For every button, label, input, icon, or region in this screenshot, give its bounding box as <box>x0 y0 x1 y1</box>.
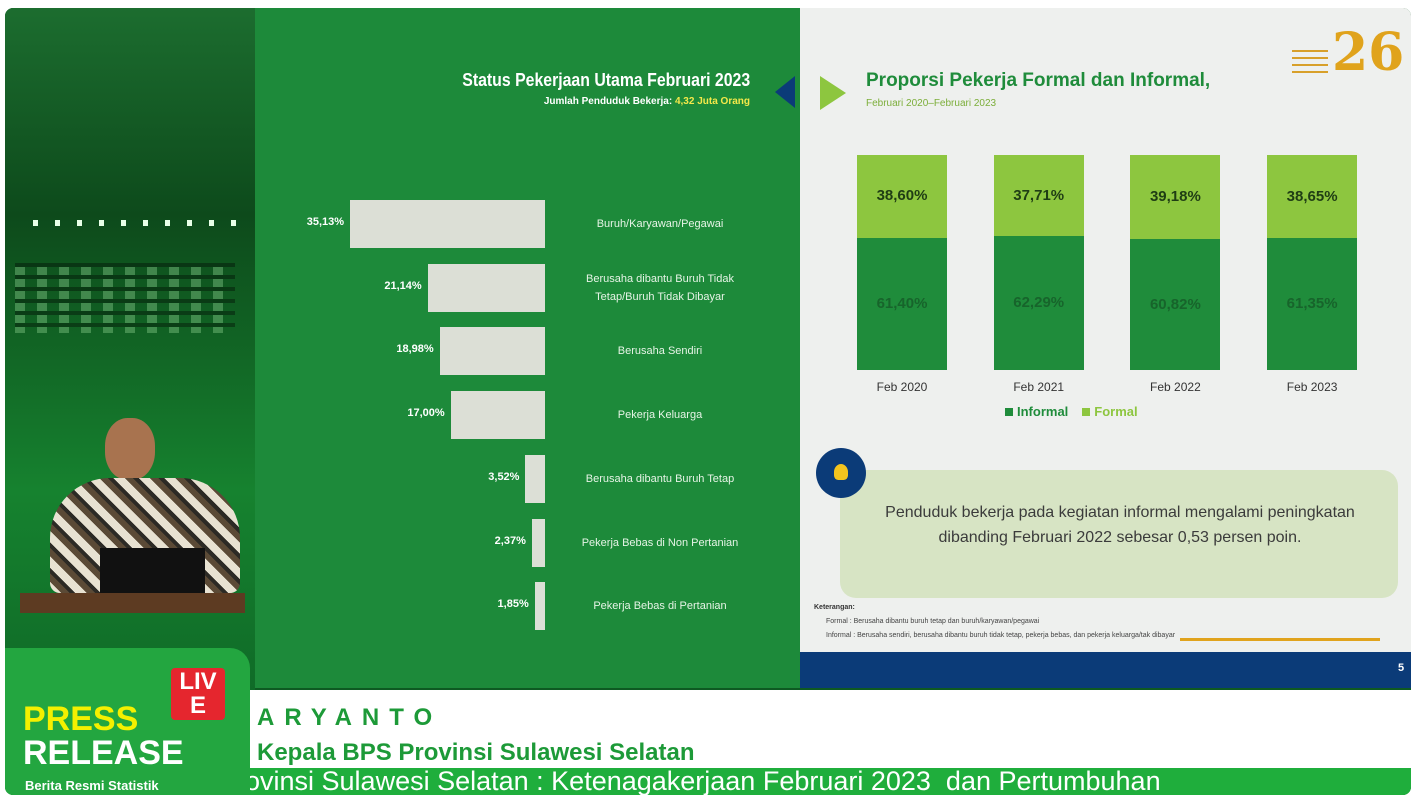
release-text: RELEASE <box>23 734 184 772</box>
legend-swatch <box>1082 407 1091 416</box>
slide-left: Status Pekerjaan Utama Februari 2023 Jum… <box>255 8 800 688</box>
value-label: 17,00% <box>407 407 445 420</box>
legend: Informal Formal <box>1005 404 1138 419</box>
value-label: 18,98% <box>396 343 434 356</box>
legend-label: Formal <box>1094 404 1138 419</box>
speaker-title: Kepala BPS Provinsi Sulawesi Selatan <box>257 739 695 766</box>
chart-subtitle: Februari 2020–Februari 2023 <box>866 98 997 109</box>
value-label: 21,14% <box>384 279 422 292</box>
keterangan-item: Formal : Berusaha dibantu buruh tetap da… <box>826 618 1040 625</box>
bar <box>350 200 545 248</box>
laptop <box>100 548 205 596</box>
category-label: Berusaha dibantu Buruh Tetap <box>585 472 735 485</box>
bar-segment <box>993 236 1084 370</box>
value-label: 61,35% <box>1286 295 1338 313</box>
logo-lines <box>1292 50 1328 74</box>
desk <box>20 593 245 613</box>
bar-segment <box>1267 155 1358 239</box>
bulb <box>834 464 848 480</box>
keterangan-title: Keterangan: <box>814 604 855 611</box>
bar <box>531 518 545 567</box>
value-label: 61,40% <box>876 294 928 312</box>
x-tick-label: Feb 2023 <box>1286 380 1338 394</box>
legend-swatch <box>1005 407 1013 416</box>
x-tick-label: Feb 2021 <box>1013 380 1065 394</box>
legend-item: Informal <box>1005 404 1068 419</box>
presenter-head <box>105 418 155 480</box>
value-label: 39,18% <box>1149 188 1201 206</box>
ticker: ovinsi Sulawesi Selatan : Ketenagakerjaa… <box>245 766 1161 795</box>
bar-segment <box>1130 155 1221 240</box>
subtitle-text: Jumlah Penduduk Bekerja: <box>543 96 673 107</box>
value-label: 60,82% <box>1149 295 1201 313</box>
category-label: Berusaha dibantu Buruh Tidak Tetap/Buruh… <box>586 272 734 303</box>
live-badge: LIVE <box>171 668 225 720</box>
x-tick-label: Feb 2020 <box>876 380 928 394</box>
legend-item: Formal <box>1082 404 1138 419</box>
page-number: 5 <box>1398 662 1405 674</box>
bar-segment <box>857 237 947 370</box>
bar-segment <box>1267 238 1358 370</box>
category-label: Buruh/Karyawan/Pegawai <box>596 218 724 230</box>
legend-label: Informal <box>1017 404 1069 419</box>
value-label: 38,60% <box>876 187 928 205</box>
value-label: 38,65% <box>1286 187 1338 205</box>
category-label: Berusaha Sendiri <box>617 345 703 358</box>
note-box <box>840 470 1398 598</box>
footer-bar <box>800 652 1411 688</box>
x-tick-label: Feb 2022 <box>1150 380 1201 394</box>
video: Status Pekerjaan Utama Februari 2023 Jum… <box>5 8 1411 795</box>
category-label: Pekerja Keluarga <box>617 409 703 422</box>
slide-right: Proporsi Pekerja Formal dan Informal, Fe… <box>800 8 1411 688</box>
bar-segment <box>993 155 1084 237</box>
subtitle-highlight: 4,32 Juta Orang <box>674 96 750 107</box>
speaker-name: ARYANTO <box>257 704 443 731</box>
bar <box>439 327 545 376</box>
value-label: 37,71% <box>1013 186 1065 204</box>
press-text: PRESS <box>23 700 139 738</box>
bar-segment <box>857 155 947 238</box>
value-label: 2,37% <box>494 534 526 547</box>
chart-area: 61,40% 38,60% Feb 2020 62,29% 37,71% Feb 2021… <box>800 8 1411 438</box>
value-label: 35,13% <box>306 216 345 228</box>
value-label: 62,29% <box>1013 294 1065 312</box>
tagline: Berita Resmi Statistik <box>25 778 159 793</box>
bar <box>427 263 545 312</box>
chart-title: Proporsi Pekerja Formal dan Informal, <box>866 70 1211 91</box>
dot-grid <box>15 263 235 333</box>
arrow <box>775 76 795 108</box>
dots <box>33 220 248 226</box>
keterangan-item: Informal : Berusaha sendiri, berusaha di… <box>826 632 1176 639</box>
footer-line <box>1180 638 1380 641</box>
chart-title: Status Pekerjaan Utama Februari 2023 <box>462 70 750 90</box>
logo: 26 <box>1332 22 1405 83</box>
bar <box>450 391 545 440</box>
chart-subtitle: Jumlah Penduduk Bekerja: 4,32 Juta Orang <box>544 96 750 107</box>
bar <box>534 582 545 631</box>
bar <box>525 454 545 503</box>
value-label: 1,85% <box>497 598 529 611</box>
category-label: Pekerja Bebas di Pertanian <box>593 600 727 613</box>
note-text: Penduduk bekerja pada kegiatan informal … <box>885 504 1355 546</box>
value-label: 3,52% <box>488 470 520 483</box>
play-icon <box>820 76 846 110</box>
category-label: Pekerja Bebas di Non Pertanian <box>581 536 739 549</box>
chart-area: 35,13% Buruh/Karyawan/Pegawai 21,14% Berusa… <box>255 8 800 688</box>
bar-segment <box>1130 239 1221 370</box>
